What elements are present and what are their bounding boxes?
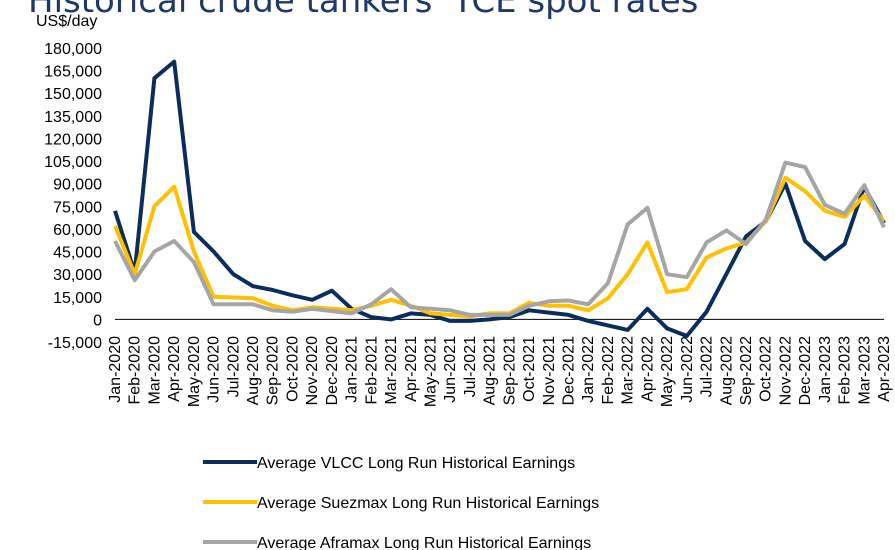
x-tick-label: Mar-2020 <box>146 336 163 405</box>
x-tick-label: Jul-2020 <box>225 336 242 397</box>
y-tick-label: 90,000 <box>53 177 102 194</box>
y-tick-label: 150,000 <box>44 86 102 103</box>
x-tick-label: Aug-2021 <box>482 336 499 405</box>
x-tick-label: Jan-2022 <box>580 336 597 403</box>
y-tick-label: 30,000 <box>53 267 102 284</box>
x-tick-label: Dec-2020 <box>324 336 341 405</box>
x-tick-label: Oct-2021 <box>521 336 538 402</box>
x-tick-label: Sep-2020 <box>265 336 282 405</box>
y-tick-label: 0 <box>93 312 102 329</box>
x-tick-label: Jun-2021 <box>442 336 459 403</box>
x-tick-label: Nov-2021 <box>541 336 558 405</box>
x-tick-label: Apr-2022 <box>639 336 656 402</box>
legend-label: Average Aframax Long Run Historical Earn… <box>257 535 591 550</box>
x-tick-label: Jun-2020 <box>206 336 223 403</box>
x-tick-label: Dec-2021 <box>561 336 578 405</box>
x-tick-label: Nov-2020 <box>304 336 321 405</box>
x-tick-label: Mar-2022 <box>620 336 637 405</box>
x-tick-label: Sep-2021 <box>501 336 518 405</box>
line-series <box>113 175 886 319</box>
y-axis-label: US$/day <box>36 13 97 30</box>
x-tick-label: Jan-2023 <box>817 336 834 403</box>
x-tick-label: Oct-2022 <box>758 336 775 402</box>
x-tick-label: May-2020 <box>186 336 203 407</box>
y-tick-label: 15,000 <box>53 290 102 307</box>
x-tick-label: Mar-2023 <box>856 336 873 405</box>
x-tick-label: Feb-2021 <box>363 336 380 405</box>
x-tick-label: May-2021 <box>422 336 439 407</box>
y-tick-label: 120,000 <box>44 131 102 148</box>
y-tick-label: 75,000 <box>53 199 102 216</box>
y-tick-label: 180,000 <box>44 41 102 58</box>
y-tick-label: 165,000 <box>44 64 102 81</box>
x-tick-label: Jan-2021 <box>344 336 361 403</box>
x-tick-label: Jul-2022 <box>699 336 716 397</box>
y-tick-label: 135,000 <box>44 109 102 126</box>
x-tick-label: Jan-2020 <box>107 336 124 403</box>
x-tick-label: Jul-2021 <box>462 336 479 397</box>
chart-title: Historical crude tankers' TCE spot rates <box>28 0 698 21</box>
x-tick-label: Dec-2022 <box>797 336 814 405</box>
x-tick-label: Sep-2022 <box>738 336 755 405</box>
x-tick-label: Oct-2020 <box>284 336 301 402</box>
line-series <box>113 59 886 338</box>
y-tick-label: 60,000 <box>53 222 102 239</box>
y-tick-label: 45,000 <box>53 245 102 262</box>
legend-label: Average Suezmax Long Run Historical Earn… <box>257 495 599 512</box>
y-tick-label: -15,000 <box>48 335 102 352</box>
x-tick-label: Aug-2022 <box>718 336 735 405</box>
x-tick-label: Feb-2022 <box>600 336 617 405</box>
x-tick-label: Nov-2022 <box>777 336 794 405</box>
x-tick-label: Apr-2021 <box>403 336 420 402</box>
x-tick-label: Jun-2022 <box>679 336 696 403</box>
y-tick-label: 105,000 <box>44 154 102 171</box>
x-tick-label: May-2022 <box>659 336 676 407</box>
x-tick-label: Feb-2023 <box>837 336 854 405</box>
x-tick-label: Feb-2020 <box>127 336 144 405</box>
x-tick-label: Apr-2020 <box>166 336 183 402</box>
legend-label: Average VLCC Long Run Historical Earning… <box>257 455 575 472</box>
x-tick-label: Aug-2020 <box>245 336 262 405</box>
x-tick-label: Apr-2023 <box>876 336 893 402</box>
line-series <box>113 160 886 317</box>
x-tick-label: Mar-2021 <box>383 336 400 405</box>
